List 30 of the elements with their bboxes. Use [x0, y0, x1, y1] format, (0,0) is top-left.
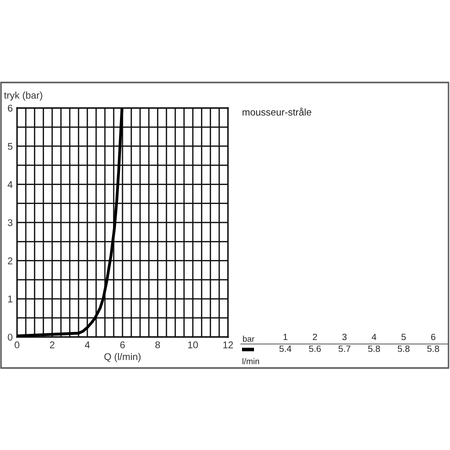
y-tick-label: 6	[8, 104, 12, 112]
y-tick-label: 4	[8, 181, 13, 188]
y-tick-label: 1	[8, 296, 12, 302]
x-tick-label: 0	[14, 341, 20, 348]
y-tick-label: 5	[8, 143, 12, 150]
x-tick-label: 8	[155, 341, 160, 348]
x-tick-label: 4	[84, 342, 90, 348]
data-label: 5.7	[338, 346, 350, 352]
x-tick-label: 2	[312, 334, 317, 340]
data-label: 5.6	[309, 346, 321, 352]
data-label: 5.8	[368, 346, 380, 352]
x-tick-label: 1	[284, 334, 288, 340]
text: l/min	[242, 358, 260, 364]
data-label: 5.8	[398, 346, 410, 352]
x-axis-title: bar	[243, 336, 254, 342]
x-tick-label: 5	[401, 334, 406, 340]
y-axis-title: tryk (bar)	[4, 92, 42, 101]
x-tick-label: 6	[120, 341, 125, 348]
x-tick-label: 4	[372, 334, 376, 340]
x-tick-label: 2	[50, 341, 54, 348]
data-label: 5.4	[279, 346, 292, 352]
data-label: 5.8	[427, 346, 440, 352]
x-axis-title: Q (l/min)	[104, 353, 141, 362]
x-tick-label: 10	[188, 341, 198, 348]
chart-title: mousseur-stråle	[242, 108, 312, 116]
x-tick-label: 12	[223, 341, 233, 348]
x-tick-label: 3	[342, 334, 347, 340]
y-tick-label: 3	[8, 219, 12, 226]
y-tick-label: 2	[8, 257, 12, 264]
x-tick-label: 6	[431, 334, 436, 340]
